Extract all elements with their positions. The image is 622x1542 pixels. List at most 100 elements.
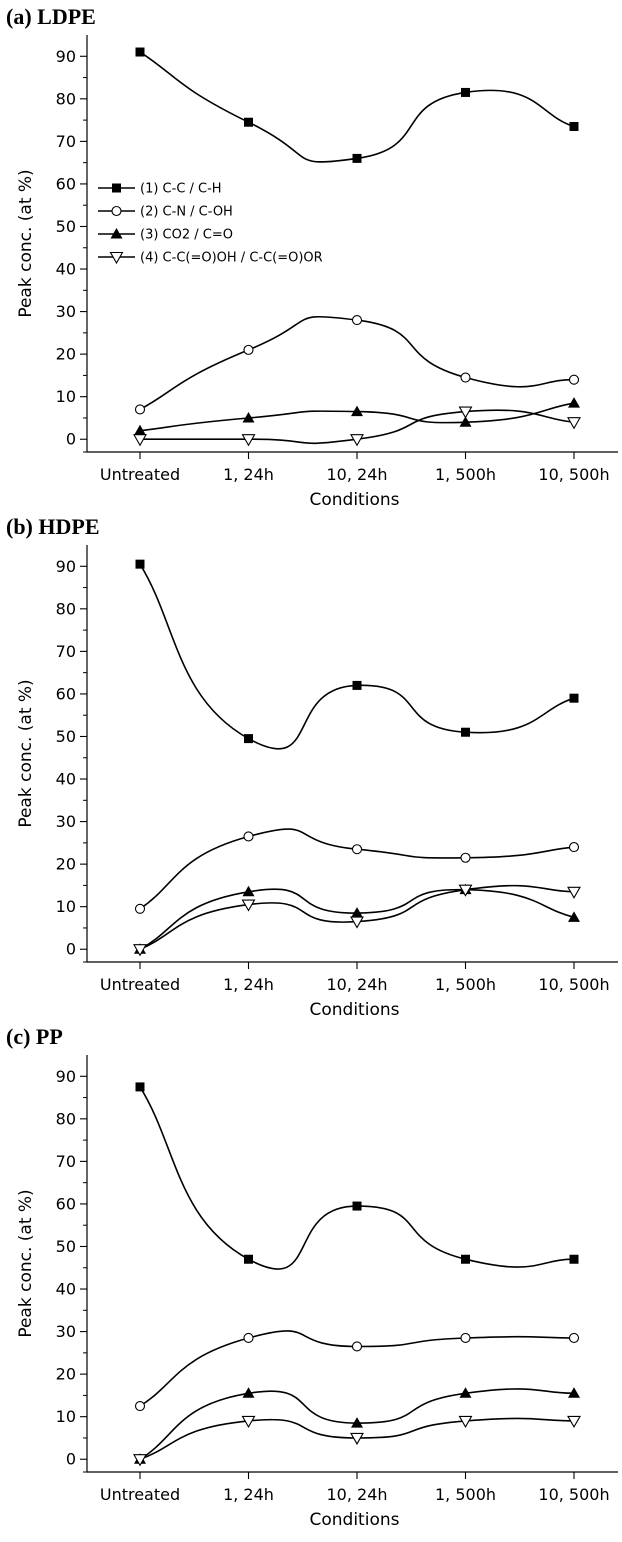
data-point xyxy=(350,916,364,929)
legend-marker xyxy=(109,251,124,265)
chart-panel-hdpe: (b) HDPE 0 10 20 30 40 50 60 70 80 90 Untreated 1, 2… xyxy=(0,510,622,1020)
data-point xyxy=(243,1332,254,1344)
data-point xyxy=(244,117,253,127)
data-point xyxy=(134,404,146,415)
data-point xyxy=(352,1201,362,1211)
y-tick-label: 20 xyxy=(56,855,76,874)
y-axis-label: Peak conc. (at %) xyxy=(16,169,36,317)
axis-frame xyxy=(86,1055,618,1473)
data-point xyxy=(134,903,146,914)
x-tick-label: 1, 500h xyxy=(435,975,496,994)
panel-title: (c) PP xyxy=(6,1024,63,1049)
legend-item: (4) C-C(=O)OH / C-C(=O)OR xyxy=(98,251,323,266)
data-point xyxy=(351,315,363,326)
y-axis-label: Peak conc. (at %) xyxy=(16,1189,36,1337)
data-point xyxy=(135,47,145,57)
data-point xyxy=(241,899,256,912)
y-tick-label: 40 xyxy=(56,1280,76,1299)
chart-panel-ldpe: (a) LDPE 0 10 20 30 40 50 60 70 80 90 Untreated 1, 2… xyxy=(0,0,622,510)
x-tick-label: 1, 500h xyxy=(435,465,496,484)
y-tick-label: 40 xyxy=(56,770,76,789)
panel-title: (b) HDPE xyxy=(6,514,100,539)
y-tick-label: 70 xyxy=(56,132,76,151)
x-axis-label: Conditions xyxy=(310,490,400,510)
y-tick-label: 10 xyxy=(56,387,76,406)
data-point xyxy=(350,1432,364,1446)
x-tick-label: 1, 24h xyxy=(223,975,274,994)
x-tick-label: Untreated xyxy=(100,1485,180,1504)
data-point xyxy=(568,397,580,408)
data-point xyxy=(567,1415,581,1429)
y-tick-label: 60 xyxy=(56,684,76,703)
data-point xyxy=(133,434,147,447)
data-point xyxy=(351,844,363,855)
chart-svg: (b) HDPE 0 10 20 30 40 50 60 70 80 90 Untreated 1, 2… xyxy=(6,514,618,1020)
y-tick-label: 50 xyxy=(56,727,76,746)
x-tick-label: 10, 500h xyxy=(538,1485,609,1504)
legend-marker xyxy=(112,183,121,193)
data-point xyxy=(568,911,580,922)
data-point xyxy=(460,1332,471,1344)
series-c-n-c-oh xyxy=(134,315,580,415)
y-tick-label: 90 xyxy=(56,1067,76,1086)
data-point xyxy=(134,1400,146,1412)
series-line xyxy=(139,828,575,910)
legend-label: (2) C-N / C-OH xyxy=(140,205,233,220)
legend-marker xyxy=(110,228,123,239)
data-point xyxy=(241,1415,256,1429)
series-c-c-ch xyxy=(135,47,579,163)
data-point xyxy=(569,693,579,703)
data-point xyxy=(135,1082,145,1092)
series-c-c-o-oh xyxy=(133,406,581,447)
x-tick-label: 10, 24h xyxy=(326,1485,387,1504)
y-tick-label: 30 xyxy=(56,1322,76,1341)
series-c-c-o-oh xyxy=(133,884,581,957)
data-point xyxy=(569,121,579,131)
data-point xyxy=(133,1454,147,1467)
data-point xyxy=(243,831,254,842)
data-point xyxy=(352,153,362,163)
axis-frame xyxy=(86,545,618,963)
data-point xyxy=(458,1415,473,1429)
series-line xyxy=(139,315,575,411)
data-point xyxy=(460,852,471,863)
data-point xyxy=(568,1332,580,1344)
y-tick-label: 10 xyxy=(56,1407,76,1426)
y-tick-label: 20 xyxy=(56,1365,76,1384)
x-tick-label: 1, 24h xyxy=(223,465,274,484)
series-c-c-ch xyxy=(135,1082,579,1270)
data-point xyxy=(133,944,147,957)
data-point xyxy=(242,411,255,423)
series-co2-c-o xyxy=(134,397,580,436)
data-point xyxy=(351,1341,363,1352)
series-c-n-c-oh xyxy=(134,828,580,914)
series-co2-c-o xyxy=(134,1387,580,1464)
data-point xyxy=(243,344,254,355)
axis-frame xyxy=(86,35,618,453)
y-tick-label: 60 xyxy=(56,174,76,193)
y-tick-label: 90 xyxy=(56,557,76,576)
x-tick-label: Untreated xyxy=(100,975,180,994)
y-tick-label: 40 xyxy=(56,260,76,279)
data-point xyxy=(567,417,581,430)
y-tick-label: 0 xyxy=(66,940,76,959)
series-line xyxy=(139,51,575,163)
x-tick-label: Untreated xyxy=(100,465,180,484)
series-c-n-c-oh xyxy=(134,1330,580,1412)
data-point xyxy=(244,734,253,744)
data-point xyxy=(568,374,580,385)
data-point xyxy=(458,884,473,897)
data-point xyxy=(352,680,362,690)
x-tick-label: 10, 500h xyxy=(538,975,609,994)
legend-label: (1) C-C / C-H xyxy=(140,182,222,197)
data-point xyxy=(135,559,145,569)
data-point xyxy=(460,372,471,383)
x-axis-label: Conditions xyxy=(310,1510,400,1530)
y-tick-label: 30 xyxy=(56,812,76,831)
y-tick-label: 10 xyxy=(56,897,76,916)
data-point xyxy=(351,1417,363,1428)
y-tick-label: 20 xyxy=(56,345,76,364)
legend-label: (4) C-C(=O)OH / C-C(=O)OR xyxy=(140,251,323,266)
y-tick-label: 30 xyxy=(56,302,76,321)
data-point xyxy=(569,1254,579,1264)
